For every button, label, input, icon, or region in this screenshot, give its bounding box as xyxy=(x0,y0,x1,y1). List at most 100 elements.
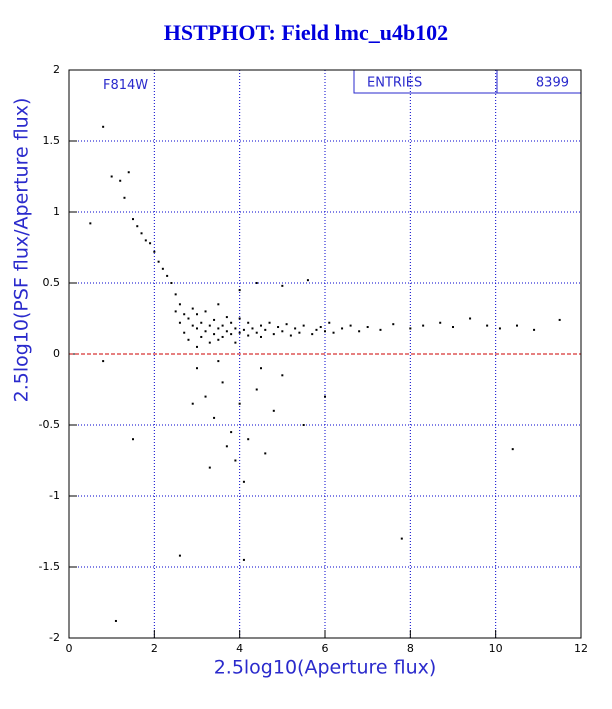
point xyxy=(208,341,211,344)
point xyxy=(511,448,514,451)
y-tick-label: -1 xyxy=(49,489,60,502)
stats-value: 8399 xyxy=(536,76,569,91)
point xyxy=(208,466,211,469)
point xyxy=(264,452,267,455)
point xyxy=(400,537,403,540)
point xyxy=(247,334,250,337)
point xyxy=(149,242,152,245)
point xyxy=(272,409,275,412)
point xyxy=(132,438,134,441)
point xyxy=(260,367,262,370)
point xyxy=(281,374,284,377)
point xyxy=(533,328,536,331)
point xyxy=(409,327,412,330)
point xyxy=(217,327,220,330)
point xyxy=(213,333,216,336)
point xyxy=(422,324,425,327)
y-axis-title: 2.5log10(PSF flux/Aperture flux) xyxy=(11,98,33,403)
point xyxy=(200,335,203,338)
point xyxy=(452,326,454,329)
annotation: F814W xyxy=(103,78,148,93)
point xyxy=(264,328,267,331)
point xyxy=(161,267,164,270)
point xyxy=(311,333,314,336)
point xyxy=(178,321,181,324)
point xyxy=(315,328,318,331)
point xyxy=(213,416,216,419)
point xyxy=(157,260,160,263)
point xyxy=(225,330,228,333)
x-tick-label: 4 xyxy=(236,642,243,655)
point xyxy=(140,232,143,235)
point xyxy=(178,554,181,557)
point xyxy=(132,218,134,221)
point xyxy=(324,330,326,333)
point xyxy=(221,335,224,338)
point xyxy=(234,327,237,330)
point xyxy=(255,388,258,391)
point xyxy=(469,317,472,320)
point xyxy=(196,345,198,348)
point xyxy=(196,367,198,370)
point xyxy=(191,307,194,310)
point xyxy=(196,313,198,316)
y-tick-label: 1 xyxy=(53,205,60,218)
point xyxy=(302,424,305,426)
point xyxy=(306,279,309,282)
stats-label: ENTRIES xyxy=(367,76,422,91)
point xyxy=(366,326,369,329)
point xyxy=(166,274,169,277)
y-tick-label: 0 xyxy=(53,347,60,360)
y-tick-label: 1.5 xyxy=(43,134,61,147)
point xyxy=(230,321,233,324)
point xyxy=(217,360,220,363)
point xyxy=(183,313,186,316)
point xyxy=(221,381,224,384)
x-tick-label: 10 xyxy=(489,642,503,655)
point xyxy=(221,324,224,327)
x-tick-label: 8 xyxy=(407,642,414,655)
point xyxy=(213,318,216,321)
point xyxy=(119,179,122,182)
y-tick-label: -2 xyxy=(49,631,60,644)
x-tick-label: 2 xyxy=(151,642,158,655)
y-tick-label: 0.5 xyxy=(43,276,61,289)
point xyxy=(187,338,190,341)
point xyxy=(225,316,228,319)
point xyxy=(204,330,207,333)
point xyxy=(281,284,284,287)
point xyxy=(170,282,173,284)
point xyxy=(204,395,207,398)
point xyxy=(144,239,147,242)
point xyxy=(238,402,241,405)
point xyxy=(238,289,241,292)
point xyxy=(89,222,92,225)
point xyxy=(486,324,489,327)
point xyxy=(251,327,254,330)
point xyxy=(392,323,395,326)
point xyxy=(302,324,305,327)
point xyxy=(260,324,262,327)
point xyxy=(102,125,105,128)
point xyxy=(439,321,442,324)
x-tick-label: 6 xyxy=(322,642,329,655)
x-axis-title: 2.5log10(Aperture flux) xyxy=(214,657,437,679)
point xyxy=(174,310,177,313)
point xyxy=(102,360,105,363)
point xyxy=(247,438,250,441)
x-tick-label: 12 xyxy=(574,642,588,655)
point xyxy=(200,321,203,324)
point xyxy=(110,175,113,178)
point xyxy=(183,331,186,334)
y-tick-label: 2 xyxy=(53,63,60,76)
point xyxy=(114,619,117,622)
point xyxy=(558,318,561,321)
point xyxy=(238,331,241,334)
point xyxy=(123,196,126,199)
point xyxy=(277,326,280,329)
point xyxy=(260,335,262,338)
y-tick-label: -1.5 xyxy=(39,560,60,573)
point xyxy=(516,324,518,327)
